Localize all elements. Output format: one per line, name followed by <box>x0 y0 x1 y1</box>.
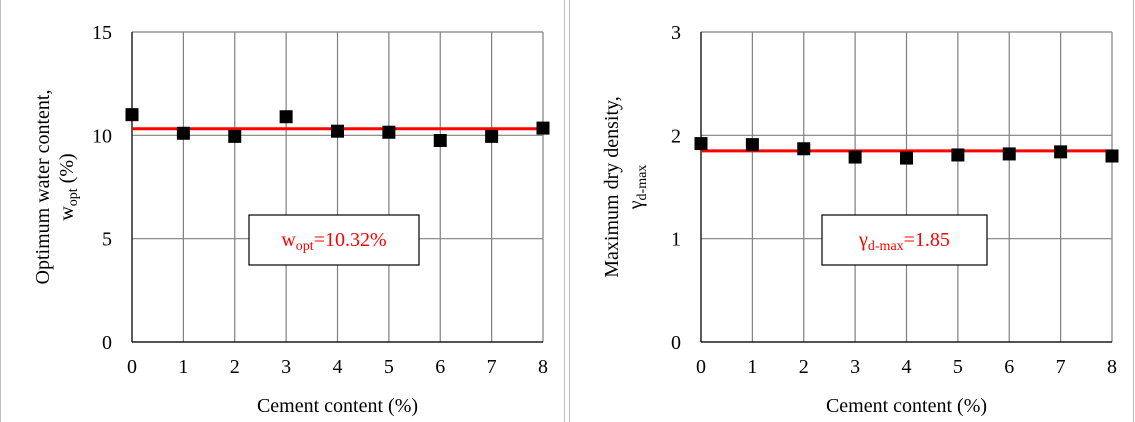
data-point <box>176 126 190 140</box>
y-tick-label: 2 <box>671 125 681 147</box>
data-point <box>331 124 344 138</box>
x-tick-label: 2 <box>799 356 809 378</box>
data-points <box>694 137 1119 165</box>
x-axis-label: Cement content (%) <box>257 395 418 417</box>
y-tick-label: 0 <box>671 332 681 354</box>
x-tick-label: 3 <box>850 356 860 378</box>
y-tick-label: 0 <box>102 332 112 354</box>
y-axis-label: Optimum water content, <box>32 90 54 285</box>
y-tick-label: 10 <box>92 125 112 147</box>
annotation-box <box>248 214 420 266</box>
x-tick-label: 6 <box>435 356 445 378</box>
data-point <box>228 129 242 143</box>
data-point <box>900 151 913 165</box>
x-tick-label: 5 <box>384 356 394 378</box>
y-tick-label: 5 <box>102 229 112 251</box>
data-point <box>848 150 862 164</box>
data-points <box>125 108 550 147</box>
x-tick-label: 7 <box>487 356 497 378</box>
x-tick-label: 0 <box>127 356 137 378</box>
data-point <box>279 110 293 124</box>
data-point <box>1105 149 1119 163</box>
y-axis-label-symbol: γd-max <box>625 165 650 211</box>
x-tick-label: 8 <box>538 356 548 378</box>
data-point <box>536 121 550 135</box>
gamma-chart: 0 1 2 3 4 5 6 7 8 0 1 2 3 Cement content (%) Maximum d… <box>601 22 1119 417</box>
grid <box>700 31 1113 343</box>
data-point <box>1002 147 1016 161</box>
data-point <box>745 138 759 152</box>
chart-panel-gamma: 0 1 2 3 4 5 6 7 8 0 1 2 3 Cement content (%) Maximum d… <box>569 0 1134 422</box>
x-tick-label: 1 <box>178 356 188 378</box>
annotation-box <box>821 214 988 266</box>
x-axis-label: Cement content (%) <box>826 395 987 417</box>
x-tick-label: 7 <box>1056 356 1066 378</box>
y-tick-label: 1 <box>671 229 681 251</box>
y-axis-label-symbol: wopt (%) <box>56 153 81 220</box>
data-point <box>951 148 965 162</box>
x-tick-label: 6 <box>1004 356 1014 378</box>
y-axis-label: Maximum dry density, <box>601 96 623 277</box>
annotation-text: γd-max=1.85 <box>858 229 950 254</box>
x-tick-label: 4 <box>333 356 343 378</box>
wopt-chart: 0 1 2 3 4 5 6 7 8 0 5 10 15 Cement content (%) Optimum… <box>32 22 550 417</box>
chart-panel-wopt: 0 1 2 3 4 5 6 7 8 0 5 10 15 Cement content (%) Optimum… <box>0 0 565 422</box>
data-point <box>485 129 499 143</box>
y-tick-label: 15 <box>92 22 112 44</box>
x-tick-label: 8 <box>1107 356 1117 378</box>
data-point <box>694 137 708 151</box>
data-point <box>382 125 396 139</box>
annotation-text: wopt=10.32% <box>281 229 386 254</box>
data-point <box>433 134 447 147</box>
data-point <box>1054 145 1068 159</box>
x-tick-label: 0 <box>696 356 706 378</box>
x-tick-label: 4 <box>902 356 912 378</box>
x-tick-label: 1 <box>747 356 757 378</box>
x-tick-label: 2 <box>230 356 240 378</box>
data-point <box>797 142 811 156</box>
x-tick-label: 5 <box>953 356 963 378</box>
y-tick-label: 3 <box>671 22 681 44</box>
x-tick-label: 3 <box>281 356 291 378</box>
grid <box>131 31 544 343</box>
data-point <box>125 108 139 122</box>
